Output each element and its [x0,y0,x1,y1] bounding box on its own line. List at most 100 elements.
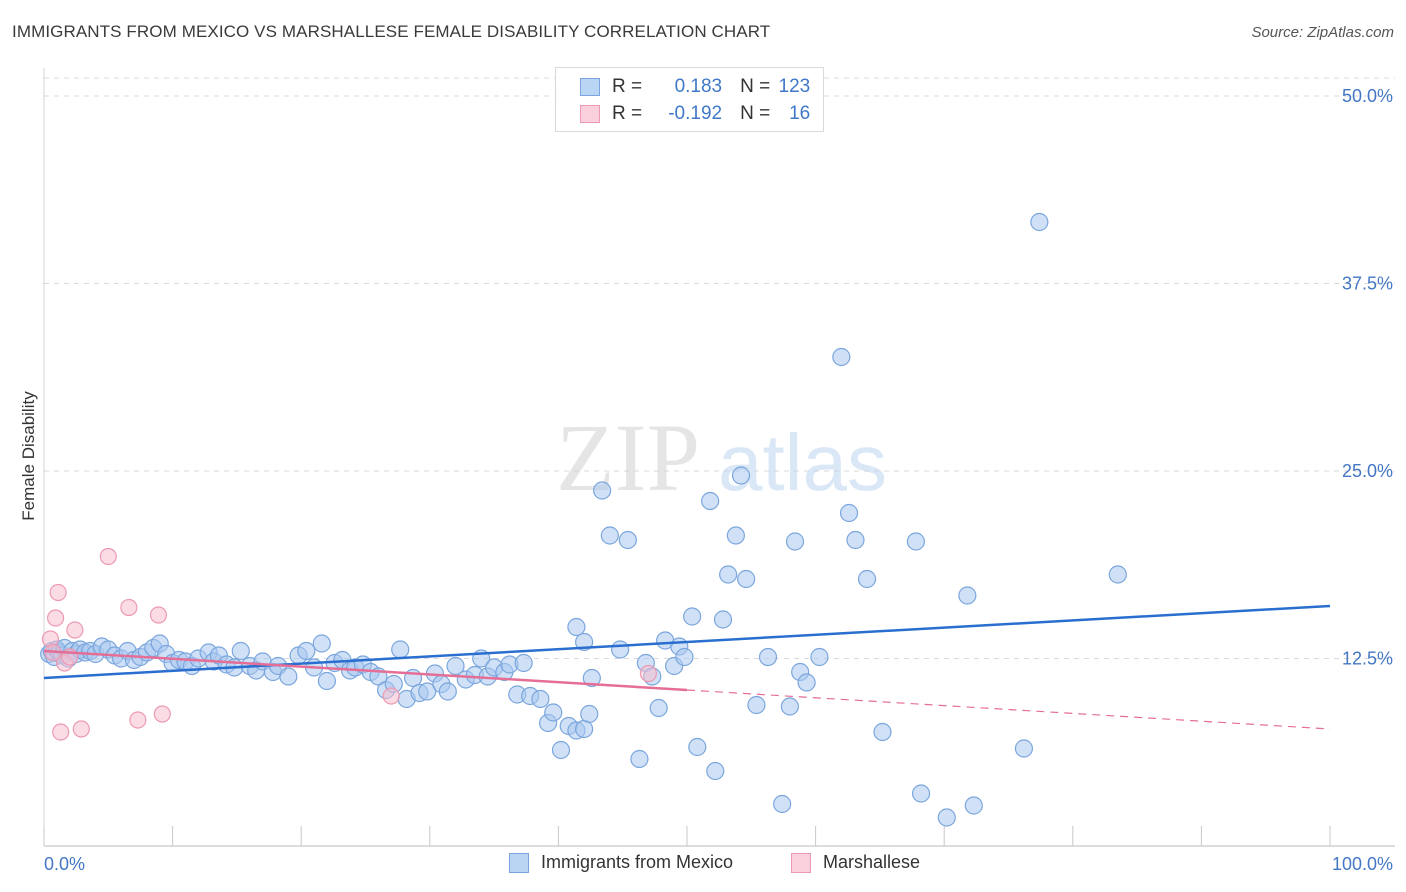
point-mexico [582,668,601,688]
point-mexico [675,647,694,667]
point-mexico [785,532,805,551]
point-marshallese [153,705,171,723]
point-mexico [438,682,457,701]
point-mexico [706,761,725,781]
point-mexico [1108,565,1127,584]
trendline-mexico [43,604,1331,680]
point-mexico [731,466,751,485]
point-mexico [747,695,766,715]
n-label: N = [740,103,771,124]
axes-layer [43,68,1395,847]
swatch-marshallese [580,105,600,123]
tick-label-layer: 12.5% 25.0% 37.5% 50.0% 0.0% 100.0% [44,86,1393,874]
x-tick-label: 0.0% [44,854,85,874]
point-marshallese [129,711,147,729]
point-marshallese [149,606,168,624]
point-marshallese [639,664,658,683]
point-mexico [958,586,977,605]
point-mexico [297,641,316,661]
point-mexico [873,722,892,742]
watermark-zip: ZIP [556,404,700,511]
point-mexico [611,640,630,659]
legend-swatch-mexico [509,852,529,873]
point-mexico [618,530,637,550]
point-mexico [593,481,612,500]
point-marshallese [99,547,117,566]
point-mexico [758,647,778,667]
point-marshallese [72,720,90,738]
trendline-marshallese [43,649,688,692]
point-mexico [713,610,733,629]
point-mexico [231,641,250,661]
r-label: R = [612,76,643,97]
r-value: -0.192 [668,103,723,124]
point-mexico [688,737,707,757]
y-tick-label: 37.5% [1342,274,1393,294]
swatch-mexico [580,78,600,96]
point-mexico [726,526,745,545]
point-mexico [964,796,983,815]
point-mexico [846,530,865,550]
point-mexico [649,698,668,718]
chart-title: IMMIGRANTS FROM MEXICO VS MARSHALLESE FE… [12,22,771,41]
points-immigrants-from-mexico [40,212,1127,827]
point-mexico [446,656,465,676]
r-value: 0.183 [674,76,723,97]
point-mexico [737,569,756,589]
legend-label-mexico: Immigrants from Mexico [541,852,734,872]
legend-swatch-marshallese [791,852,811,873]
point-mexico [906,532,926,551]
trendline-marshallese-extension [686,689,1331,730]
watermark-atlas: atlas [718,418,887,507]
point-mexico [317,671,337,691]
legend-item-mexico[interactable]: Immigrants from Mexico [509,852,733,873]
x-tick-label: 100.0% [1332,854,1393,874]
point-mexico [911,784,931,803]
point-mexico [1030,212,1049,232]
point-mexico [575,632,594,652]
point-mexico [683,607,702,626]
stats-row-mexico: R = 0.183 N = 123 [580,75,810,99]
point-mexico [600,526,619,545]
point-mexico [773,794,792,814]
point-mexico [551,740,571,760]
point-marshallese [46,609,65,627]
n-label: N = [740,76,771,97]
point-marshallese [120,598,138,617]
stats-row-marshallese: R = -0.192 N = 16 [580,102,810,126]
r-label: R = [612,103,643,124]
point-mexico [391,640,410,659]
point-mexico [780,697,799,716]
point-mexico [832,347,851,367]
point-marshallese [382,687,400,705]
point-mexico [839,503,859,523]
y-tick-label: 12.5% [1342,649,1393,669]
point-mexico [1014,739,1034,758]
point-mexico [279,667,298,686]
points-marshallese [41,547,658,741]
watermark: ZIP atlas [556,404,887,511]
point-mexico [630,749,649,769]
y-axis-label: Female Disability [19,391,38,521]
point-marshallese [66,621,84,639]
point-mexico [719,565,738,584]
point-mexico [567,617,586,637]
trend-layer [43,604,1331,730]
y-tick-label: 50.0% [1342,86,1393,106]
source-credit: Source: ZipAtlas.com [1251,24,1394,41]
grid-layer [44,77,1395,659]
point-mexico [418,682,437,701]
legend-label-marshallese: Marshallese [823,852,921,872]
point-mexico [810,647,829,667]
point-mexico [544,703,563,722]
n-value: 16 [789,103,811,124]
point-mexico [797,673,816,692]
point-mexico [531,689,550,709]
legend-item-marshallese[interactable]: Marshallese [791,852,920,873]
point-mexico [701,491,720,511]
point-marshallese [52,723,70,741]
point-mexico [937,808,956,827]
stats-legend: R = 0.183 N = 123 R = -0.192 N = 16 [555,67,824,132]
point-mexico [857,569,877,589]
